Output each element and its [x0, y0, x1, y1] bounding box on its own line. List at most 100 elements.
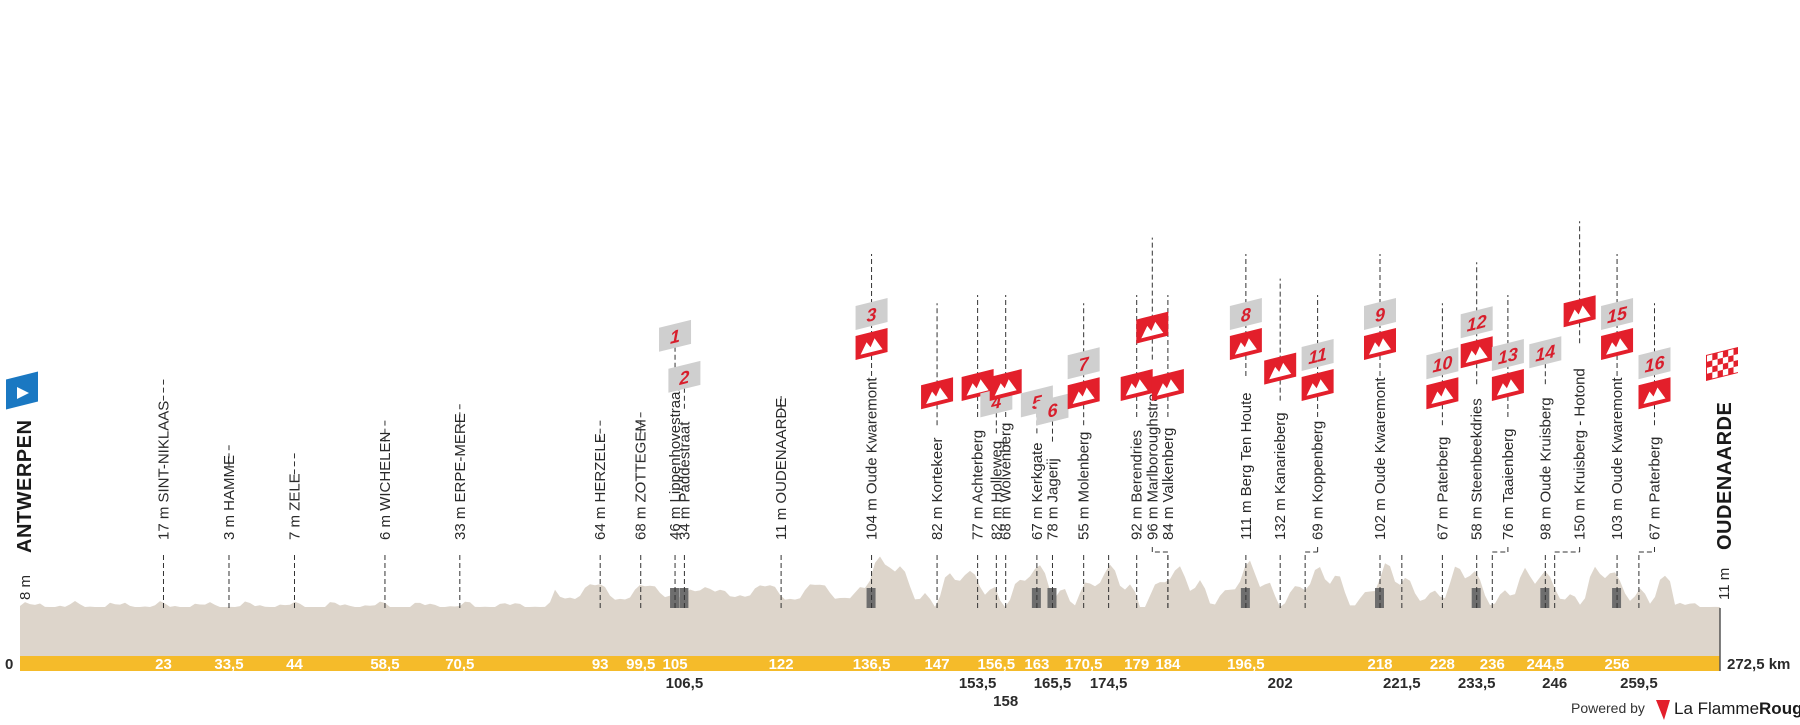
km-label-5: 93 [592, 656, 609, 673]
km-label-19: 179 [1124, 656, 1149, 673]
climb-flag-20 [1151, 369, 1184, 401]
number-flag-16: 6 [1036, 393, 1069, 426]
mountain-icon [966, 379, 989, 396]
point-label-31: 150 m Kruisberg - Hotond [1572, 368, 1589, 540]
km-label-3: 58,5 [370, 656, 399, 673]
profile-baseline-area [20, 608, 1720, 657]
climb-number-32: 15 [1607, 302, 1628, 328]
climb-number-22: 8 [1241, 303, 1252, 326]
climb-flag-27 [1426, 377, 1459, 410]
mountain-icon [1072, 387, 1095, 404]
powered-by-text: Powered by [1571, 700, 1645, 716]
km-label-15: 163 [1024, 656, 1049, 673]
number-flag-25: 9 [1364, 298, 1396, 330]
point-label-29: 76 m Taaienberg [1500, 429, 1517, 540]
km-label-11: 147 [925, 656, 950, 673]
climb-flag-11 [921, 377, 954, 410]
km-labels: 23 33,5 44 58,5 70,5 93 99,5 105 106,5 122 136,5 14… [155, 656, 1658, 710]
point-label-15: 67 m Kerkgate [1029, 442, 1046, 540]
point-label-2: 7 m ZELE [286, 473, 303, 540]
point-label-25: 102 m Oude Kwaremont [1372, 377, 1389, 540]
point-label-17: 55 m Molenberg [1076, 432, 1093, 540]
mountain-icon [1234, 338, 1257, 355]
point-label-5: 64 m HERZELE [592, 433, 609, 540]
climb-flag-31 [1563, 295, 1596, 328]
number-flag-28: 12 [1460, 306, 1493, 339]
climb-flag-14 [989, 369, 1022, 401]
mountain-icon [1156, 379, 1179, 396]
climb-flag-32 [1601, 328, 1634, 360]
climb-number-17: 7 [1079, 352, 1090, 375]
point-label-24: 69 m Koppenberg [1310, 421, 1327, 540]
climb-number-28: 12 [1467, 310, 1487, 336]
point-label-16: 78 m Jagerij [1044, 458, 1061, 540]
climb-number-8: 2 [678, 366, 689, 389]
mountain-icon [1141, 321, 1164, 339]
mountain-icon [1269, 362, 1292, 380]
point-label-30: 98 m Oude Kruisberg [1537, 397, 1554, 540]
point-label-12: 77 m Achterberg [970, 430, 987, 540]
km-label-12: 153,5 [959, 675, 997, 692]
point-label-19: 92 m Berendries [1129, 430, 1146, 540]
mountain-icon [1431, 387, 1454, 404]
km-label-1: 33,5 [214, 656, 243, 673]
mountain-icon [1643, 387, 1666, 404]
point-label-11: 82 m Kortekeer [929, 437, 946, 540]
km-label-28: 233,5 [1458, 675, 1496, 692]
point-label-8: 34 m Paddestraat [676, 421, 693, 540]
climb-flag-24 [1301, 369, 1334, 401]
finish-marker: 11 m OUDENAARDE 272,5 km [1706, 347, 1790, 673]
km-label-6: 99,5 [626, 656, 655, 673]
credit: Powered by La FlammeRouge [1571, 699, 1800, 720]
play-icon [17, 387, 29, 399]
start-km: 0 [5, 656, 13, 673]
km-label-7: 105 [663, 656, 688, 673]
point-label-6: 68 m ZOTTEGEM [633, 419, 650, 540]
climb-flag-10 [855, 328, 888, 360]
number-flag-7: 1 [659, 319, 692, 352]
climb-number-29: 13 [1498, 343, 1518, 369]
point-label-20: 84 m Valkenberg [1160, 428, 1177, 540]
climb-flag-21 [1136, 311, 1169, 344]
point-leader-lines [162, 221, 1655, 608]
point-label-4: 33 m ERPE-MERE [452, 413, 469, 540]
climb-number-30: 14 [1535, 340, 1555, 366]
climb-number-33: 16 [1644, 351, 1665, 377]
start-name: ANTWERPEN [14, 420, 36, 553]
km-label-25: 218 [1367, 656, 1392, 673]
point-label-0: 17 m SINT-NIKLAAS [155, 401, 172, 540]
km-label-33: 259,5 [1620, 675, 1658, 692]
start-marker: 8 m ANTWERPEN 0 [5, 371, 38, 673]
km-label-14: 158 [993, 693, 1018, 710]
number-flag-32: 15 [1601, 298, 1634, 330]
point-label-1: 3 m HAMME [221, 455, 238, 540]
km-label-22: 196,5 [1227, 656, 1265, 673]
km-label-32: 256 [1605, 656, 1630, 673]
km-label-20: 184 [1155, 656, 1181, 673]
km-label-31: 246 [1542, 675, 1567, 692]
point-label-13: 82 m Holleweg [988, 441, 1005, 540]
elevation-profile [20, 556, 1720, 608]
finish-alt: 11 m [1716, 568, 1733, 600]
mountain-icon [926, 387, 949, 404]
point-label-3: 6 m WICHELEN [377, 432, 394, 540]
km-label-26: 221,5 [1383, 675, 1421, 692]
point-label-32: 103 m Oude Kwaremont [1609, 377, 1626, 540]
point-label-33: 67 m Paterberg [1646, 437, 1663, 540]
number-flag-8: 2 [668, 360, 701, 393]
km-label-27: 228 [1430, 656, 1455, 673]
number-flag-17: 7 [1067, 347, 1100, 380]
point-label-9: 11 m OUDENAARDE [773, 398, 790, 540]
flame-logo-icon [1656, 700, 1670, 720]
point-label-14: 68 m Wolvenberg [998, 423, 1015, 540]
km-label-4: 70,5 [445, 656, 474, 673]
mountain-icon [1125, 379, 1148, 396]
mountain-icon [1465, 346, 1488, 363]
mountain-icon [994, 379, 1017, 396]
climb-flag-33 [1638, 377, 1671, 410]
climb-number-27: 10 [1432, 351, 1452, 377]
km-label-13: 156,5 [978, 656, 1016, 673]
climb-number-10: 3 [867, 303, 877, 326]
start-alt: 8 m [17, 575, 34, 600]
